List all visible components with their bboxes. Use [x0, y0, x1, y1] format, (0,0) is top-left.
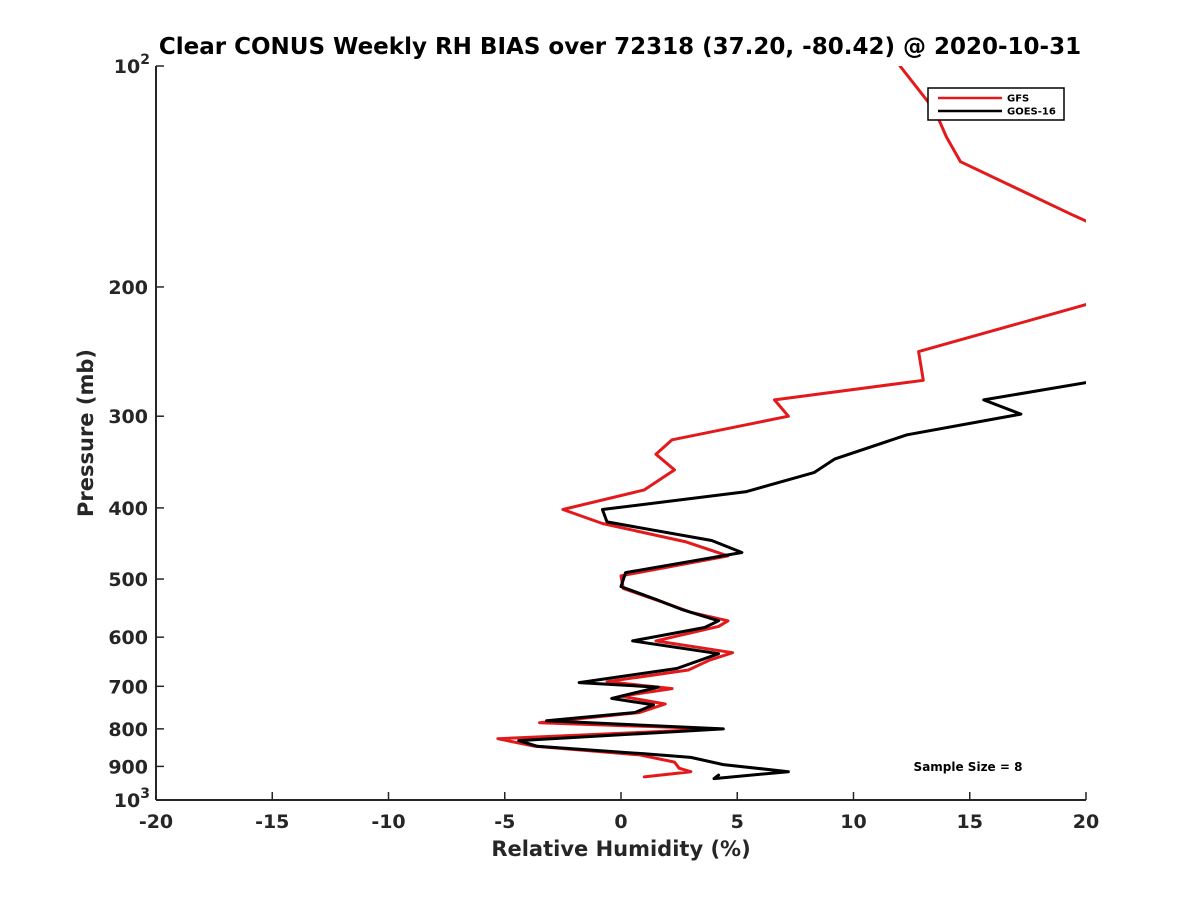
legend-box	[927, 87, 1065, 121]
legend: GFS GOES-16	[927, 87, 1065, 121]
series-line-gfs	[496, 66, 1086, 779]
y-tick-label: 900	[108, 756, 148, 778]
y-tick-label: 700	[108, 676, 148, 698]
y-tick-label: 300	[108, 406, 148, 428]
series-line-goes-16	[517, 381, 1086, 781]
x-tick-label: 10	[840, 811, 866, 833]
y-axis-label: Pressure (mb)	[74, 349, 98, 517]
y-tick-label: 200	[108, 277, 148, 299]
sample-size-annotation: Sample Size = 8	[914, 760, 1023, 774]
x-tick-label: 20	[1073, 811, 1099, 833]
x-ticks: -20 -15 -10 -5 0 5 10 15 20	[139, 792, 1099, 833]
legend-label: GFS	[1007, 94, 1029, 105]
axes-layer	[155, 66, 1086, 801]
chart-title: Clear CONUS Weekly RH BIAS over 72318 (3…	[159, 34, 1081, 60]
x-tick-label: 5	[731, 811, 744, 833]
y-tick-label: 400	[108, 498, 148, 520]
x-tick-label: -15	[255, 811, 289, 833]
y-tick-label: 103	[114, 786, 150, 812]
y-ticks: 102 200 300 400 500 600 700 800 900 103	[108, 52, 164, 812]
y-tick-label: 800	[108, 719, 148, 741]
x-tick-label: -20	[139, 811, 173, 833]
x-axis-label: Relative Humidity (%)	[491, 837, 750, 861]
legend-label: GOES-16	[1007, 107, 1056, 118]
y-tick-label: 102	[114, 52, 150, 78]
x-tick-label: -5	[494, 811, 515, 833]
y-tick-label: 500	[108, 569, 148, 591]
x-tick-label: -10	[371, 811, 405, 833]
x-tick-label: 15	[957, 811, 983, 833]
x-tick-label: 0	[614, 811, 627, 833]
y-tick-label: 600	[108, 627, 148, 649]
series-layer	[496, 66, 1086, 781]
